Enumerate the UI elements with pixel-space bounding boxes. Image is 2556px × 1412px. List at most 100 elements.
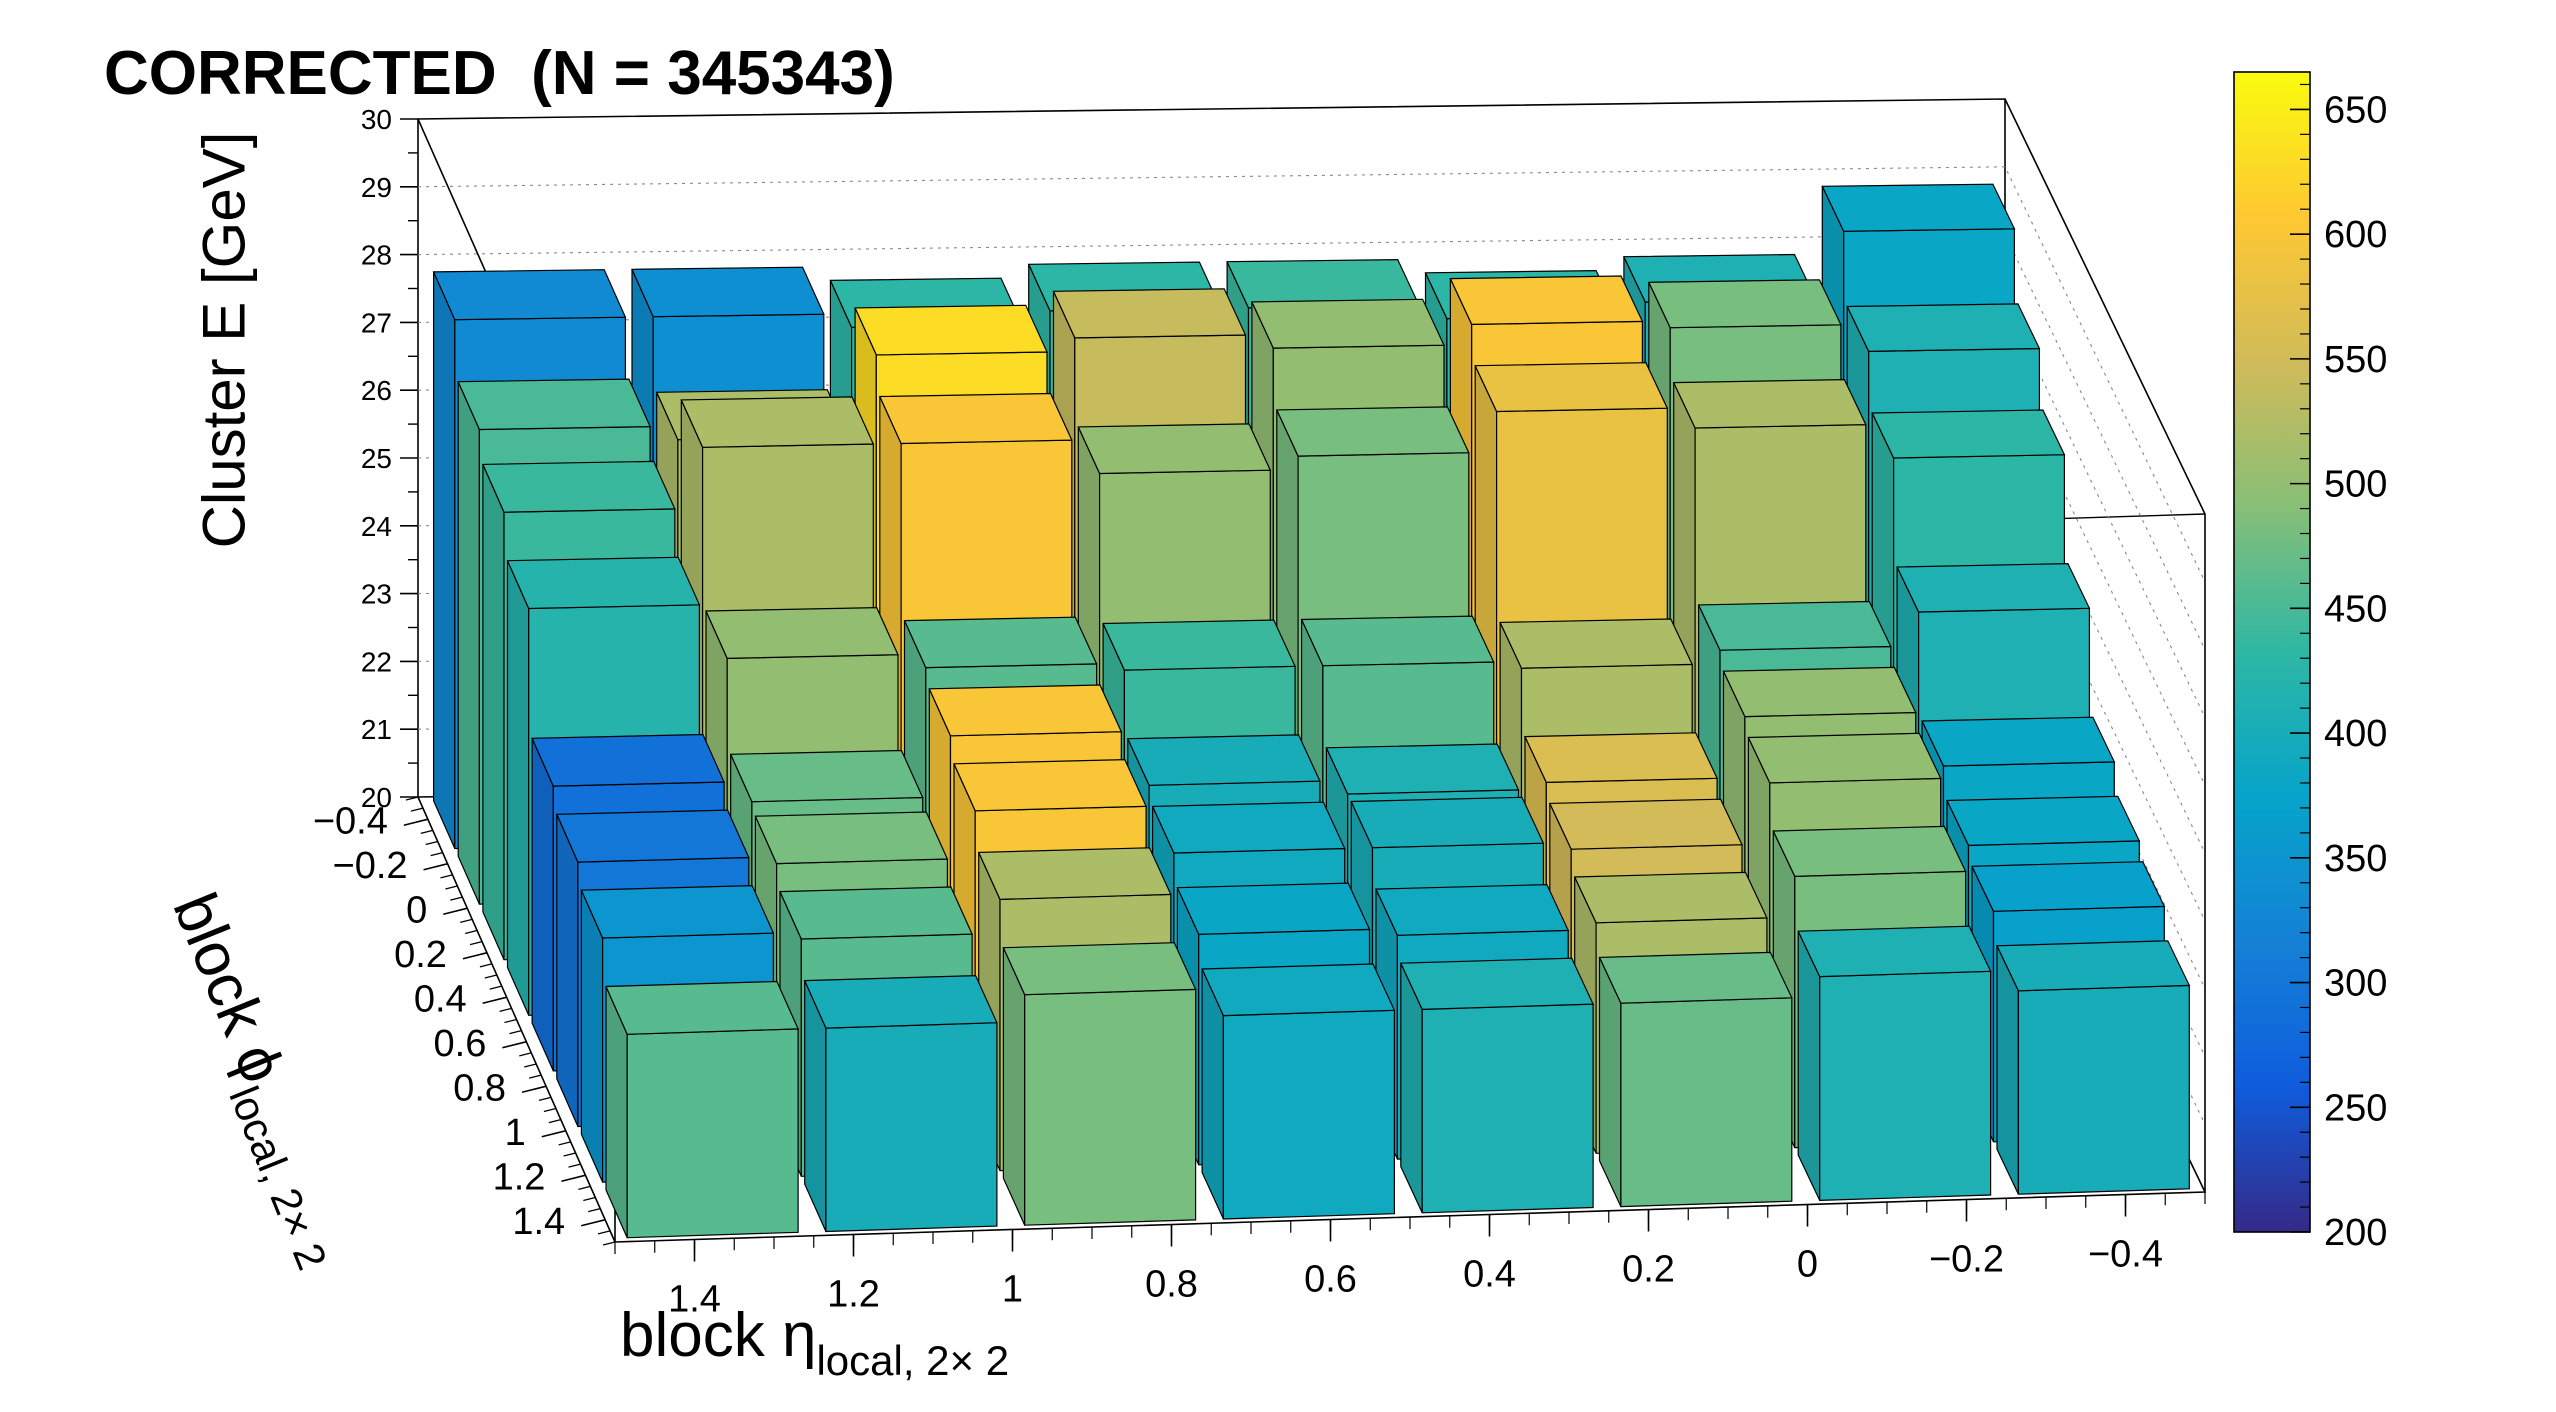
y-minor-tick [440, 874, 453, 879]
palette-tick-label: 350 [2324, 838, 2387, 880]
y-minor-tick [578, 1185, 591, 1190]
x-axis-title: block ηlocal, 2× 2 [620, 1300, 1009, 1385]
x-tick-label: 0.4 [1463, 1254, 1516, 1296]
bar-top-face [854, 304, 1048, 356]
bar-top-face [1598, 951, 1793, 1004]
z-tick-label: 22 [361, 646, 392, 677]
y-tick-label: 1.4 [512, 1201, 565, 1243]
bar-top-face [1350, 796, 1545, 849]
bar-top-face [1499, 618, 1694, 669]
z-axis-title: Cluster E [GeV] [190, 131, 258, 549]
y-minor-tick [553, 1130, 566, 1135]
bar-top-face [531, 733, 726, 787]
bar [1996, 940, 2191, 1195]
bar [605, 980, 800, 1239]
bar-top-face [1722, 666, 1917, 718]
y-minor-tick [415, 818, 428, 823]
y-minor-tick [469, 941, 483, 946]
y-minor-tick [583, 1196, 596, 1202]
bar-top-face [1325, 743, 1520, 795]
bar [1002, 942, 1197, 1226]
palette-tick-label: 250 [2324, 1087, 2387, 1129]
y-minor-tick [593, 1219, 606, 1224]
bar-top-face [631, 266, 825, 318]
bar [803, 974, 998, 1233]
bar-top-face [1697, 600, 1892, 651]
bar [1399, 957, 1595, 1214]
bar-top-face [903, 616, 1098, 669]
bar-top-face [1647, 279, 1842, 329]
y-minor-tick [597, 1230, 611, 1235]
x-tick-label: 0.8 [1145, 1264, 1198, 1306]
bar-top-face [1151, 801, 1346, 854]
y-minor-tick [420, 829, 433, 834]
bar-top-face [580, 884, 775, 939]
y-minor-tick [548, 1119, 561, 1124]
chart-title: CORRECTED (N = 345343) [104, 39, 895, 108]
bar-top-face [1375, 883, 1570, 936]
z-tick-label: 30 [361, 104, 392, 135]
bar-top-face [878, 392, 1073, 445]
bar-top-face [555, 809, 750, 863]
bar-top-face [506, 556, 701, 610]
z-tick-label: 21 [361, 714, 392, 745]
bar-top-face [1275, 406, 1470, 457]
y-minor-tick [524, 1063, 537, 1068]
bar-top-face [1052, 288, 1247, 339]
palette-tick-label: 400 [2324, 713, 2387, 755]
y-minor-tick [588, 1208, 601, 1213]
bar-top-face [1573, 871, 1768, 924]
bar-front-face [626, 1028, 799, 1239]
y-minor-tick [430, 852, 443, 857]
y-tick-label: −0.2 [333, 845, 408, 887]
bar-top-face [1747, 732, 1942, 784]
y-tick-label: 1.2 [493, 1156, 546, 1198]
bar-top-face [1921, 716, 2116, 767]
y-tick-label: −0.4 [313, 800, 388, 842]
x-tick-label: 0.2 [1622, 1249, 1675, 1291]
y-minor-tick [435, 863, 448, 868]
bar-side-face [556, 814, 579, 1127]
y-minor-tick [528, 1074, 542, 1079]
bar-top-face [1102, 619, 1297, 671]
bar-top-face [977, 847, 1172, 901]
z-grid-line [417, 234, 2206, 650]
bar-top-face [1971, 861, 2166, 912]
bar-top-face [1126, 734, 1321, 786]
bar-top-face [1772, 825, 1967, 878]
y-minor-tick [410, 807, 424, 812]
y-minor-tick [538, 1096, 552, 1101]
bar-top-face [953, 758, 1148, 812]
z-tick-label: 24 [361, 511, 392, 542]
bar-top-face [680, 396, 875, 448]
bar [1201, 963, 1396, 1220]
y-minor-tick [573, 1174, 586, 1179]
bar-top-face [1871, 409, 2066, 459]
bar-top-face [1201, 963, 1396, 1017]
bar-top-face [1300, 615, 1495, 667]
bar-side-face [1002, 947, 1026, 1226]
bar-side-face [580, 889, 604, 1183]
y-minor-tick [455, 907, 468, 912]
bar-top-face [779, 886, 974, 940]
z-tick-label: 29 [361, 172, 392, 203]
y-minor-tick [602, 1241, 616, 1246]
bar-side-face [482, 464, 505, 960]
z-tick-label: 26 [361, 375, 392, 406]
x-tick-label: 0.6 [1304, 1259, 1357, 1301]
z-grid-line [417, 166, 2206, 583]
palette-tick-label: 650 [2324, 89, 2387, 131]
bars [432, 183, 2191, 1239]
bar-top-face [481, 460, 676, 513]
y-minor-tick [499, 1007, 512, 1012]
bar-top-face [1176, 882, 1371, 935]
bar-top-face [729, 749, 924, 803]
x-tick-label: −0.4 [2088, 1234, 2163, 1276]
bar-top-face [1399, 957, 1595, 1011]
x-tick-label: 1.2 [827, 1274, 880, 1316]
y-minor-tick [474, 952, 488, 957]
x-axis-title-sub: local, 2× 2 [816, 1336, 1010, 1384]
bar-top-face [432, 269, 627, 321]
